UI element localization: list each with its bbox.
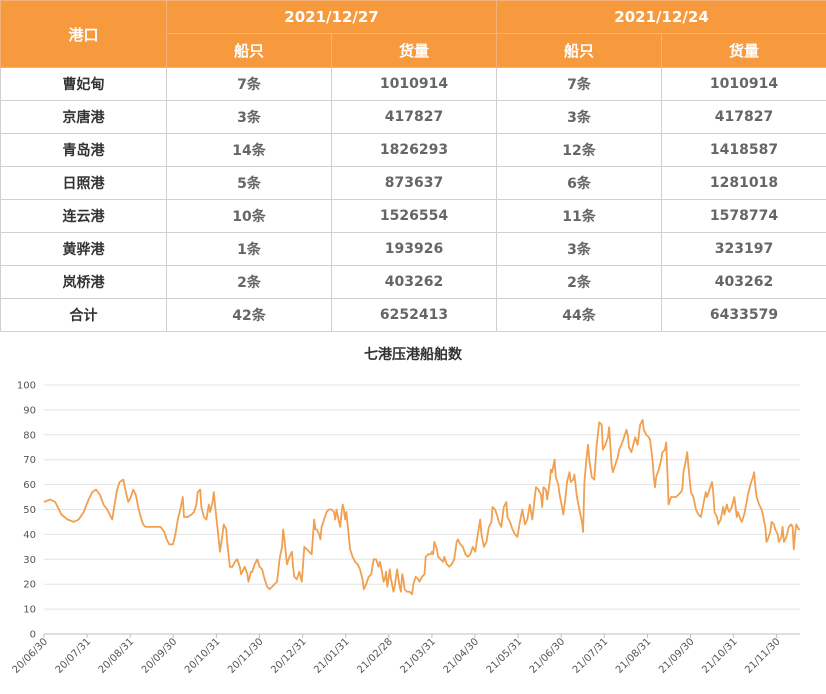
port-name: 青岛港 <box>0 133 167 167</box>
date-header-1: 2021/12/27 <box>165 0 498 34</box>
ship-count: 3条 <box>496 100 663 134</box>
y-tick-label: 90 <box>23 405 36 416</box>
ships-header-1: 船只 <box>166 33 332 68</box>
date-header-2: 2021/12/24 <box>496 0 826 34</box>
table-row: 连云港 10条 1526554 11条 1578774 <box>0 199 826 233</box>
cargo-volume: 1281018 <box>661 166 826 200</box>
port-table: 港口 2021/12/27 2021/12/24 船只 货量 船只 货量 曹妃甸… <box>0 0 826 332</box>
x-tick-label: 21/04/30 <box>442 636 482 676</box>
x-tick-label: 20/12/31 <box>269 636 309 676</box>
ship-count: 5条 <box>166 166 332 200</box>
line-chart: 七港压港船舶数 0 10 20 30 40 50 60 70 80 90 100 20/06/30 2… <box>0 330 826 694</box>
ship-count: 12条 <box>496 133 663 167</box>
ship-count: 7条 <box>496 67 663 101</box>
cargo-volume: 193926 <box>330 232 498 266</box>
cargo-volume: 403262 <box>661 265 826 299</box>
cargo-volume: 6433579 <box>661 298 826 332</box>
port-name: 曹妃甸 <box>0 67 167 101</box>
ship-count: 10条 <box>166 199 332 233</box>
cargo-volume: 417827 <box>330 100 498 134</box>
cargo-volume: 6252413 <box>330 298 498 332</box>
ship-count: 3条 <box>166 100 332 134</box>
port-column-header: 港口 <box>0 0 167 68</box>
volume-header-1: 货量 <box>330 33 498 68</box>
x-tick-label: 21/03/31 <box>398 636 438 676</box>
x-tick-label: 21/09/30 <box>657 636 697 676</box>
x-tick-label: 21/02/28 <box>355 636 395 676</box>
table-row: 曹妃甸 7条 1010914 7条 1010914 <box>0 67 826 101</box>
x-tick-label: 21/05/31 <box>485 636 525 676</box>
x-tick-label: 20/06/30 <box>11 636 51 676</box>
port-name: 黄骅港 <box>0 232 167 266</box>
ship-count: 11条 <box>496 199 663 233</box>
cargo-volume: 1578774 <box>661 199 826 233</box>
y-tick-label: 10 <box>23 605 36 616</box>
x-tick-label: 21/11/30 <box>743 636 783 676</box>
port-name: 京唐港 <box>0 100 167 134</box>
cargo-volume: 1010914 <box>330 67 498 101</box>
port-name: 合计 <box>0 298 167 332</box>
y-tick-labels: 0 10 20 30 40 50 60 70 80 90 100 <box>17 381 36 641</box>
x-tick-label: 21/07/31 <box>571 636 611 676</box>
y-tick-label: 40 <box>23 530 36 541</box>
y-tick-label: 20 <box>23 580 36 591</box>
x-tick-label: 21/10/31 <box>700 636 740 676</box>
ship-count: 2条 <box>496 265 663 299</box>
x-tick-label: 20/08/31 <box>97 636 137 676</box>
x-tick-label: 21/01/31 <box>312 636 352 676</box>
ship-count: 42条 <box>166 298 332 332</box>
ship-count: 7条 <box>166 67 332 101</box>
volume-header-2: 货量 <box>661 33 826 68</box>
x-tick-label: 20/11/30 <box>226 636 266 676</box>
ship-count: 3条 <box>496 232 663 266</box>
y-tick-label: 80 <box>23 430 36 441</box>
y-tick-label: 30 <box>23 555 36 566</box>
ship-count: 44条 <box>496 298 663 332</box>
table-row: 日照港 5条 873637 6条 1281018 <box>0 166 826 200</box>
series-line <box>43 419 800 596</box>
ship-count: 6条 <box>496 166 663 200</box>
grid-lines <box>44 384 800 635</box>
x-tick-label: 21/06/30 <box>528 636 568 676</box>
x-tick-labels: 20/06/30 20/07/31 20/08/31 20/09/30 20/10/31… <box>11 634 783 676</box>
table-row-total: 合计 42条 6252413 44条 6433579 <box>0 298 826 332</box>
table-row: 青岛港 14条 1826293 12条 1418587 <box>0 133 826 167</box>
table-row: 岚桥港 2条 403262 2条 403262 <box>0 265 826 299</box>
y-tick-label: 70 <box>23 455 36 466</box>
series-layer <box>43 419 800 596</box>
ship-count: 2条 <box>166 265 332 299</box>
x-tick-label: 20/09/30 <box>140 636 180 676</box>
cargo-volume: 403262 <box>330 265 498 299</box>
ship-count: 14条 <box>166 133 332 167</box>
cargo-volume: 323197 <box>661 232 826 266</box>
ships-header-2: 船只 <box>496 33 663 68</box>
x-tick-label: 20/10/31 <box>183 636 223 676</box>
cargo-volume: 1418587 <box>661 133 826 167</box>
x-tick-label: 20/07/31 <box>54 636 94 676</box>
x-tick-label: 21/08/31 <box>614 636 654 676</box>
ship-count: 1条 <box>166 232 332 266</box>
cargo-volume: 1526554 <box>330 199 498 233</box>
table-row: 黄骅港 1条 193926 3条 323197 <box>0 232 826 266</box>
cargo-volume: 417827 <box>661 100 826 134</box>
cargo-volume: 1010914 <box>661 67 826 101</box>
y-tick-label: 0 <box>30 630 36 641</box>
cargo-volume: 873637 <box>330 166 498 200</box>
port-name: 日照港 <box>0 166 167 200</box>
table-row: 京唐港 3条 417827 3条 417827 <box>0 100 826 134</box>
y-tick-label: 100 <box>17 381 36 392</box>
chart-title: 七港压港船舶数 <box>364 347 462 363</box>
port-name: 岚桥港 <box>0 265 167 299</box>
cargo-volume: 1826293 <box>330 133 498 167</box>
y-tick-label: 60 <box>23 480 36 491</box>
port-name: 连云港 <box>0 199 167 233</box>
y-tick-label: 50 <box>23 505 36 516</box>
